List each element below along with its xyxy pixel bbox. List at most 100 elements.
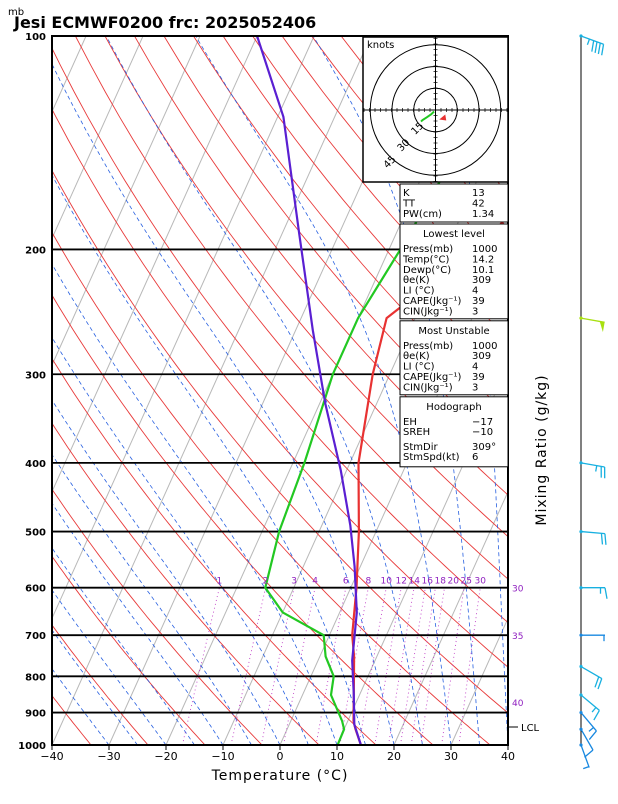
wind-barb-shaft — [581, 713, 596, 731]
index-value: 10.1 — [472, 265, 494, 276]
temperature-tick-label: 0 — [277, 750, 284, 763]
isotherm — [508, 36, 618, 745]
index-label: PW(cm) — [403, 209, 442, 220]
index-value: 42 — [472, 198, 485, 209]
mixing-ratio-label: 25 — [460, 577, 471, 587]
wind-barb-shaft — [581, 745, 589, 768]
index-label: θe(K) — [403, 351, 430, 362]
index-value: 13 — [472, 188, 485, 199]
wind-barb-dot — [579, 317, 582, 320]
temperature-tick-label: −20 — [154, 750, 177, 763]
mixing-ratio-label: 30 — [475, 577, 487, 587]
index-section-title: Most Unstable — [418, 326, 489, 337]
wind-barb-shaft — [581, 36, 604, 44]
pressure-tick-label: 800 — [25, 672, 46, 683]
pressure-tick-label: 200 — [25, 245, 46, 256]
theta-e-label: 35 — [512, 632, 523, 642]
wind-barb — [579, 317, 604, 333]
wind-barb-feather — [598, 43, 600, 54]
wind-barb-dot — [579, 711, 582, 714]
dry-adiabat — [46, 36, 618, 745]
wind-barb-half-feather — [587, 39, 589, 45]
index-value: 14.2 — [472, 254, 494, 265]
wind-barb-feather — [605, 534, 606, 545]
wind-barb-feather — [598, 679, 602, 690]
pressure-tick-label: 600 — [25, 584, 46, 595]
wind-barb — [579, 586, 607, 599]
wind-barb-dot — [579, 461, 582, 464]
theta-e-label: 30 — [512, 585, 524, 595]
temperature-tick-label: −40 — [40, 750, 63, 763]
dry-adiabat — [0, 36, 148, 745]
index-value: 4 — [472, 286, 478, 297]
wind-barb-half-feather — [589, 727, 594, 731]
index-label: SREH — [403, 427, 430, 438]
pressure-tick-label: 400 — [25, 459, 46, 470]
wind-barb-dot — [579, 743, 582, 746]
temperature-tick-label: −30 — [97, 750, 120, 763]
mixing-ratio-label: 3 — [291, 577, 297, 587]
wind-barb-flag — [600, 321, 605, 332]
wind-barb-shaft — [581, 729, 593, 750]
mixing-ratio-label: 20 — [447, 577, 459, 587]
wind-barb-dot — [579, 728, 582, 731]
mixing-ratio-label: 6 — [343, 577, 349, 587]
wind-barb-feather — [601, 533, 602, 544]
temperature-tick-label: 40 — [501, 750, 515, 763]
index-value: −17 — [472, 417, 493, 428]
index-value: 1000 — [472, 244, 497, 255]
wind-barb-dot — [579, 530, 582, 533]
index-label: Dewp(°C) — [403, 265, 451, 276]
mixing-ratio-line — [231, 588, 265, 745]
index-value: −10 — [472, 427, 493, 438]
wind-barb — [579, 665, 601, 689]
mixing-ratio-label: 2 — [263, 577, 269, 587]
wind-barb-feather — [605, 588, 607, 599]
index-label: LI (°C) — [403, 286, 435, 297]
wind-barb — [579, 743, 589, 768]
mixing-ratio-label: 4 — [312, 577, 318, 587]
index-value: 3 — [472, 306, 478, 317]
index-value: 4 — [472, 362, 478, 373]
wind-barbs — [579, 34, 607, 768]
pressure-tick-label: 500 — [25, 528, 46, 539]
y-axis-label: Mixing Ratio (g/kg) — [534, 374, 550, 525]
temperature-tick-label: 30 — [444, 750, 458, 763]
wind-barb-dot — [579, 34, 582, 37]
thermo-grid — [0, 36, 618, 745]
index-section-title: Lowest level — [423, 229, 485, 240]
wind-barb-shaft — [581, 695, 599, 710]
wind-barb-feather — [592, 41, 594, 52]
wind-barb — [579, 634, 605, 642]
wind-barb-half-feather — [592, 707, 596, 712]
wind-barb-shaft — [581, 463, 605, 467]
pressure-tick-label: 300 — [25, 370, 46, 381]
index-label: K — [403, 188, 410, 199]
index-label: LI (°C) — [403, 362, 435, 373]
index-section-title: Hodograph — [426, 402, 481, 413]
wind-barb-dot — [579, 693, 582, 696]
mixing-ratio-label: 10 — [381, 577, 393, 587]
mixing-ratio-line — [284, 588, 316, 745]
pressure-tick-label: 900 — [25, 709, 46, 720]
index-value: 1.34 — [472, 209, 494, 220]
profile-line — [257, 36, 361, 745]
wind-barb — [579, 530, 606, 545]
wind-barb — [579, 693, 599, 720]
wind-barb — [579, 34, 603, 55]
moist-adiabat — [0, 353, 138, 745]
index-label: StmSpd(kt) — [403, 452, 460, 463]
mixing-ratio-label: 14 — [408, 577, 420, 587]
index-value: 39 — [472, 296, 485, 307]
wind-barb-dot — [579, 634, 582, 637]
index-label: θe(K) — [403, 275, 430, 286]
hodograph-unit: knots — [367, 40, 394, 51]
index-label: CAPE(Jkg⁻¹) — [403, 372, 461, 383]
mixing-ratio-line — [261, 588, 294, 745]
index-value: 309 — [472, 275, 491, 286]
wind-barb-shaft — [581, 667, 602, 679]
